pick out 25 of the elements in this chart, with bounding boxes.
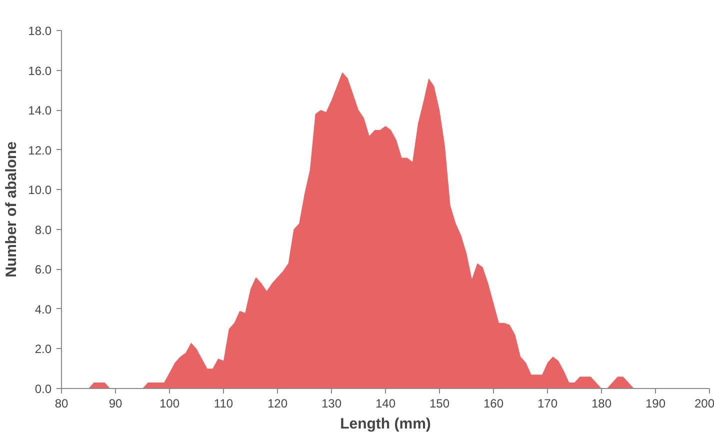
y-tick-label: 4.0 <box>34 302 52 316</box>
x-tick-label: 200 <box>694 396 714 410</box>
y-tick-label: 10.0 <box>28 183 52 198</box>
y-tick-label: 16.0 <box>28 64 52 78</box>
x-tick-label: 110 <box>214 396 234 410</box>
x-tick-label: 190 <box>645 396 666 410</box>
y-tick-label: 12.0 <box>28 143 52 158</box>
x-tick-label: 150 <box>429 396 450 410</box>
x-axis-title: Length (mm) <box>340 416 431 432</box>
x-tick-label: 90 <box>108 396 122 410</box>
y-tick-label: 0.0 <box>34 382 52 396</box>
x-tick-label: 100 <box>159 396 180 410</box>
y-axis-title: Number of abalone <box>3 142 20 278</box>
x-tick-label: 170 <box>537 396 558 410</box>
x-tick-label: 80 <box>54 396 68 410</box>
x-tick-label: 180 <box>591 396 612 410</box>
x-tick-label: 140 <box>375 396 396 410</box>
y-tick-label: 6.0 <box>34 262 52 277</box>
x-tick-label: 130 <box>321 396 342 410</box>
y-tick-label: 2.0 <box>34 342 52 356</box>
y-tick-label: 18.0 <box>28 24 52 38</box>
x-tick-label: 120 <box>267 396 288 410</box>
y-tick-label: 8.0 <box>34 222 52 237</box>
x-tick-label: 160 <box>483 396 504 410</box>
y-tick-label: 14.0 <box>28 104 52 118</box>
